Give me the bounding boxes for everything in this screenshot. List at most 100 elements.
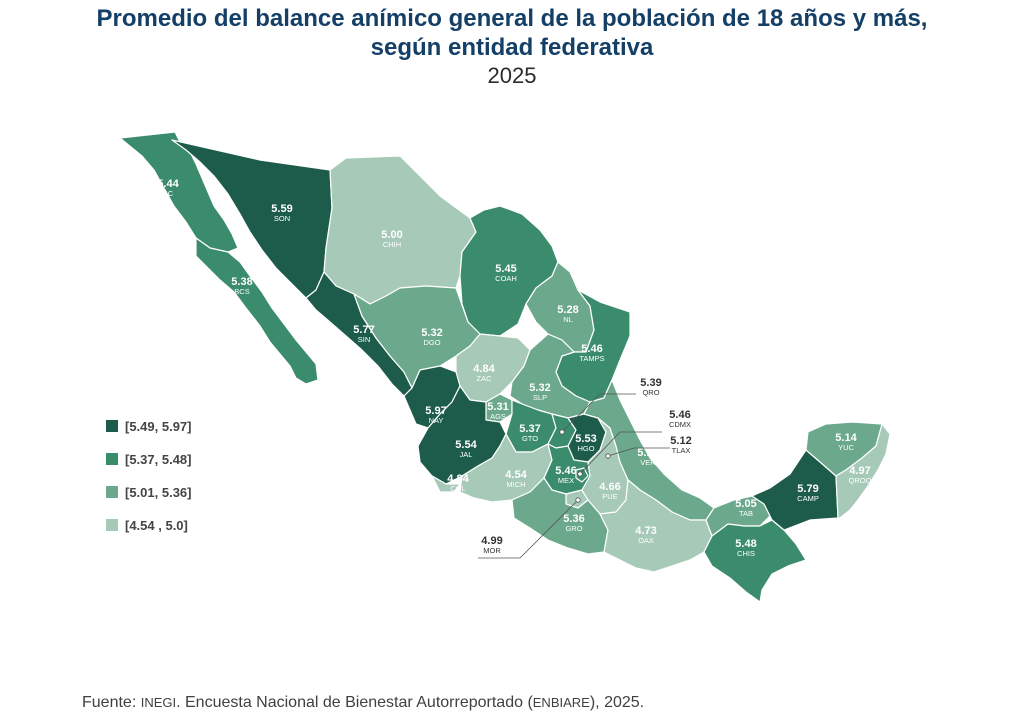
legend-label: [5.49, 5.97] — [125, 418, 192, 434]
state-abbr-zac: ZAC — [477, 374, 493, 383]
state-value-qroo: 4.97 — [849, 465, 870, 477]
legend-swatch — [106, 453, 118, 465]
state-value-bcs: 5.38 — [231, 276, 252, 288]
state-abbr-nay: NAY — [429, 416, 444, 425]
state-value-oax: 4.73 — [635, 525, 656, 537]
dot-cdmx — [577, 471, 583, 477]
legend: [5.49, 5.97] [5.37, 5.48] [5.01, 5.36] [… — [106, 418, 192, 550]
dot-mor — [575, 497, 581, 503]
title-line-1: Promedio del balance anímico general de … — [96, 5, 928, 32]
state-abbr-tab: TAB — [739, 509, 753, 518]
state-abbr-yuc: YUC — [838, 443, 854, 452]
state-abbr-qro: QRO — [642, 388, 659, 397]
leader-qro — [561, 393, 636, 433]
state-value-sin: 5.77 — [353, 324, 374, 336]
state-abbr-mex: MEX — [558, 476, 574, 485]
legend-item: [5.37, 5.48] — [106, 451, 192, 467]
source-org: INEGI — [140, 695, 177, 710]
state-abbr-sin: SIN — [358, 335, 371, 344]
state-abbr-oax: OAX — [638, 536, 654, 545]
state-abbr-chis: CHIS — [737, 549, 755, 558]
legend-swatch — [106, 420, 118, 432]
state-chis — [703, 519, 807, 603]
state-value-qro: 5.39 — [640, 377, 661, 389]
state-value-mor: 4.99 — [481, 535, 502, 547]
state-value-bc: 5.44 — [157, 178, 179, 190]
state-value-jal: 5.54 — [455, 439, 477, 451]
legend-label: [4.54 , 5.0] — [125, 517, 188, 533]
state-abbr-coah: COAH — [495, 274, 517, 283]
state-value-mich: 4.54 — [505, 469, 527, 481]
legend-label: [5.01, 5.36] — [125, 484, 192, 500]
state-qroo — [835, 423, 891, 519]
state-value-zac: 4.84 — [473, 363, 495, 375]
state-value-son: 5.59 — [271, 203, 292, 215]
legend-item: [5.01, 5.36] — [106, 484, 192, 500]
state-value-hgo: 5.53 — [575, 433, 596, 445]
state-value-camp: 5.79 — [797, 483, 818, 495]
state-value-coah: 5.45 — [495, 263, 516, 275]
state-abbr-gro: GRO — [565, 524, 582, 533]
dot-qro — [559, 429, 565, 435]
state-abbr-nl: NL — [563, 315, 573, 324]
source-note: Fuente: INEGI. Encuesta Nacional de Bien… — [82, 694, 644, 712]
state-abbr-col: COL — [450, 484, 465, 493]
state-value-tamps: 5.46 — [581, 343, 602, 355]
state-value-nay: 5.97 — [425, 405, 446, 417]
state-abbr-pue: PUE — [602, 492, 617, 501]
state-value-nl: 5.28 — [557, 304, 578, 316]
state-abbr-jal: JAL — [460, 450, 473, 459]
state-value-slp: 5.32 — [529, 382, 550, 394]
state-abbr-mich: MICH — [506, 480, 525, 489]
state-bc — [119, 131, 239, 253]
state-value-tab: 5.05 — [735, 498, 756, 510]
title-line-2: según entidad federativa — [370, 34, 654, 61]
legend-swatch — [106, 519, 118, 531]
state-value-mex: 5.46 — [555, 465, 576, 477]
state-abbr-dgo: DGO — [423, 338, 440, 347]
state-value-col: 4.84 — [447, 473, 469, 485]
state-value-ver: 5.17 — [637, 447, 658, 459]
state-abbr-bc: BC — [163, 189, 174, 198]
state-abbr-slp: SLP — [533, 393, 547, 402]
state-value-gro: 5.36 — [563, 513, 584, 525]
state-value-gto: 5.37 — [519, 423, 540, 435]
source-acronym: ENBIARE — [532, 695, 590, 710]
chart-year: 2025 — [487, 63, 537, 88]
state-abbr-tlax: TLAX — [672, 446, 691, 455]
state-abbr-son: SON — [274, 214, 290, 223]
leader-mor — [478, 499, 579, 559]
state-abbr-ags: AGS — [490, 412, 506, 421]
state-value-tlax: 5.12 — [670, 435, 691, 447]
state-abbr-tamps: TAMPS — [579, 354, 604, 363]
state-col — [431, 475, 461, 493]
chart-title: Promedio del balance anímico general de … — [0, 4, 1024, 62]
state-abbr-qroo: QROO — [849, 476, 872, 485]
state-bcs — [195, 237, 319, 385]
state-value-chis: 5.48 — [735, 538, 756, 550]
state-abbr-gto: GTO — [522, 434, 538, 443]
state-abbr-chih: CHIH — [383, 240, 401, 249]
legend-label: [5.37, 5.48] — [125, 451, 192, 467]
state-abbr-hgo: HGO — [577, 444, 594, 453]
state-value-yuc: 5.14 — [835, 432, 857, 444]
state-value-cdmx: 5.46 — [669, 409, 690, 421]
source-suffix: ), 2025. — [589, 694, 645, 711]
leader-cdmx — [579, 431, 662, 475]
source-prefix: Fuente: — [82, 694, 141, 711]
state-value-ags: 5.31 — [487, 401, 508, 413]
callout-dots — [559, 429, 611, 503]
legend-swatch — [106, 486, 118, 498]
state-abbr-ver: VER — [640, 458, 656, 467]
dot-tlax — [605, 453, 611, 459]
leader-tlax — [607, 447, 670, 457]
callout-lines — [478, 393, 670, 559]
state-value-dgo: 5.32 — [421, 327, 442, 339]
source-middle: . Encuesta Nacional de Bienestar Autorre… — [176, 694, 533, 711]
state-abbr-camp: CAMP — [797, 494, 819, 503]
state-abbr-mor: MOR — [483, 546, 501, 555]
state-value-chih: 5.00 — [381, 229, 402, 241]
state-abbr-cdmx: CDMX — [669, 420, 691, 429]
